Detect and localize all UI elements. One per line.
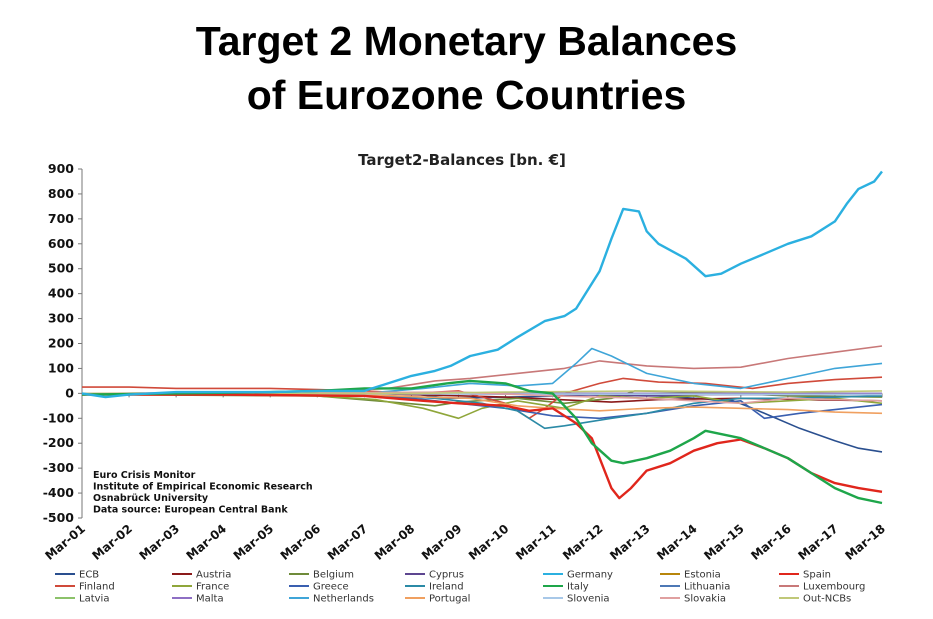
- legend-item-label: Out-NCBs: [803, 594, 851, 605]
- y-tick-label: -400: [43, 485, 75, 500]
- x-tick-label: Mar-17: [795, 522, 840, 563]
- x-tick-label: Mar-11: [513, 522, 558, 563]
- source-note-line: Data source: European Central Bank: [93, 505, 288, 516]
- source-note-line: Euro Crisis Monitor: [93, 470, 196, 481]
- y-tick-label: 0: [65, 385, 74, 400]
- slide-title-line-2: of Eurozone Countries: [246, 72, 687, 118]
- series-line-luxembourg: [81, 345, 883, 395]
- x-tick-label: Mar-13: [607, 522, 652, 563]
- series-line-portugal: [81, 392, 883, 415]
- legend-item-label: Italy: [567, 582, 589, 593]
- series-line-out-ncbs: [82, 390, 883, 395]
- legend-item-label: Lithuania: [684, 582, 730, 593]
- legend-item-label: Netherlands: [313, 594, 374, 605]
- legend-item-label: Estonia: [684, 570, 721, 581]
- chart-title: Target2-Balances [bn. €]: [358, 151, 566, 169]
- legend-item-label: Portugal: [429, 594, 470, 605]
- y-tick-label: 200: [48, 336, 74, 351]
- source-note-line: Osnabrück University: [93, 493, 209, 504]
- legend-item-label: Slovakia: [684, 594, 726, 605]
- x-tick-label: Mar-03: [137, 522, 182, 563]
- slide-title: Target 2 Monetary Balances of Eurozone C…: [0, 14, 933, 122]
- y-tick-label: -500: [43, 510, 75, 525]
- x-tick-label: Mar-10: [466, 522, 511, 563]
- y-tick-label: 900: [48, 161, 74, 176]
- series-line-france: [81, 392, 883, 420]
- legend-item-label: ECB: [79, 570, 99, 581]
- y-tick-label: -100: [43, 410, 75, 425]
- x-tick-label: Mar-01: [42, 522, 87, 563]
- x-tick-label: Mar-05: [231, 522, 276, 563]
- legend-item-label: Slovenia: [567, 594, 610, 605]
- x-tick-label: Mar-15: [701, 522, 746, 563]
- source-note-line: Institute of Empirical Economic Research: [93, 482, 313, 493]
- series-line-ireland: [81, 392, 883, 430]
- legend-item-label: Latvia: [79, 594, 109, 605]
- legend-item-label: Germany: [567, 570, 613, 581]
- legend-item-label: Austria: [196, 570, 231, 581]
- legend-item-label: Greece: [313, 582, 349, 593]
- x-tick-label: Mar-12: [560, 522, 605, 563]
- legend-item-label: France: [196, 582, 229, 593]
- y-tick-label: -200: [43, 435, 75, 450]
- x-tick-label: Mar-06: [278, 522, 323, 563]
- y-tick-label: -300: [43, 460, 75, 475]
- legend-item-label: Ireland: [429, 582, 464, 593]
- y-tick-label: 600: [48, 236, 74, 251]
- x-tick-label: Mar-08: [372, 522, 417, 563]
- series-line-greece: [81, 392, 883, 420]
- y-tick-label: 500: [48, 261, 74, 276]
- legend: ECB Austria Belgium Cyprus Germany Estonia Spa…: [55, 570, 865, 605]
- y-tick-label: 400: [48, 286, 74, 301]
- y-tick-label: 100: [48, 360, 74, 375]
- x-tick-label: Mar-02: [89, 522, 134, 563]
- legend-item-label: Finland: [79, 582, 115, 593]
- x-tick-label: Mar-18: [842, 522, 887, 563]
- series-line-netherlands: [82, 347, 883, 395]
- legend-item-label: Spain: [803, 570, 831, 581]
- y-axis: 900 800 700 600 500 400 300 200 100 0 -100 -200 -300…: [43, 161, 83, 525]
- x-tick-label: Mar-07: [325, 522, 370, 563]
- series-lines: [81, 170, 883, 505]
- x-tick-label: Mar-14: [654, 522, 699, 563]
- legend-item-label: Malta: [196, 594, 224, 605]
- y-tick-label: 300: [48, 311, 74, 326]
- legend-item-label: Cyprus: [429, 570, 464, 581]
- legend-item-label: Belgium: [313, 570, 354, 581]
- x-tick-label: Mar-04: [184, 522, 229, 563]
- legend-item-label: Luxembourg: [803, 582, 865, 593]
- x-tick-label: Mar-16: [748, 522, 793, 563]
- slide-title-line-1: Target 2 Monetary Balances: [195, 18, 738, 64]
- x-tick-label: Mar-09: [419, 522, 464, 563]
- series-line-germany: [81, 170, 883, 399]
- y-tick-label: 700: [48, 211, 74, 226]
- y-tick-label: 800: [48, 186, 74, 201]
